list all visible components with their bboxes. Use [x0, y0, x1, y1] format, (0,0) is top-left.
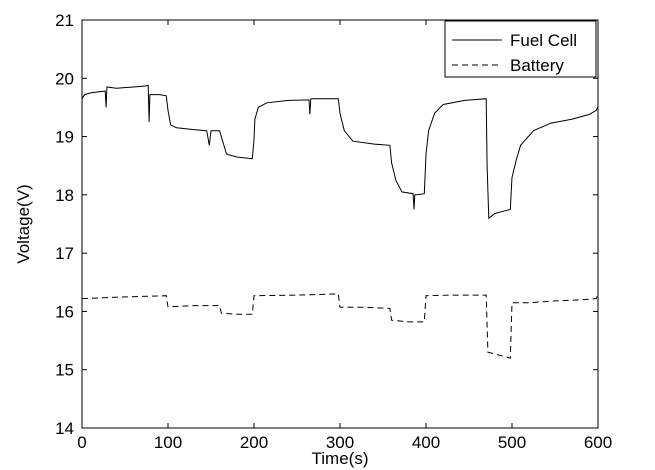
x-tick-label: 600	[584, 433, 612, 452]
series-group	[81, 84, 599, 359]
x-tick-label: 0	[77, 433, 86, 452]
plot-area	[81, 19, 599, 429]
y-tick-label: 16	[55, 302, 74, 321]
y-axis-label: Voltage(V)	[14, 184, 33, 263]
y-tick-label: 18	[55, 186, 74, 205]
x-tick-label: 100	[154, 433, 182, 452]
y-tick-label: 21	[55, 11, 74, 30]
x-tick-label: 300	[326, 433, 354, 452]
x-tick-label: 400	[412, 433, 440, 452]
series-line-fuel-cell	[81, 84, 599, 220]
y-tick-label: 15	[55, 361, 74, 380]
legend-box	[444, 20, 597, 78]
y-tick-label: 14	[55, 419, 74, 438]
y-tick-label: 17	[55, 244, 74, 263]
x-axis-label: Time(s)	[312, 449, 369, 468]
series-line-battery	[81, 293, 599, 359]
y-tick-label: 19	[55, 128, 74, 147]
y-tick-label: 20	[55, 69, 74, 88]
legend: Fuel Cell Battery	[444, 20, 597, 78]
legend-label-fuel-cell: Fuel Cell	[510, 31, 577, 50]
axis-ticks: 0 100 200 300 400 500 600 14 15 16 17 18 19 20 21	[55, 11, 612, 452]
x-tick-label: 200	[240, 433, 268, 452]
legend-label-battery: Battery	[510, 56, 564, 75]
x-tick-label: 500	[498, 433, 526, 452]
